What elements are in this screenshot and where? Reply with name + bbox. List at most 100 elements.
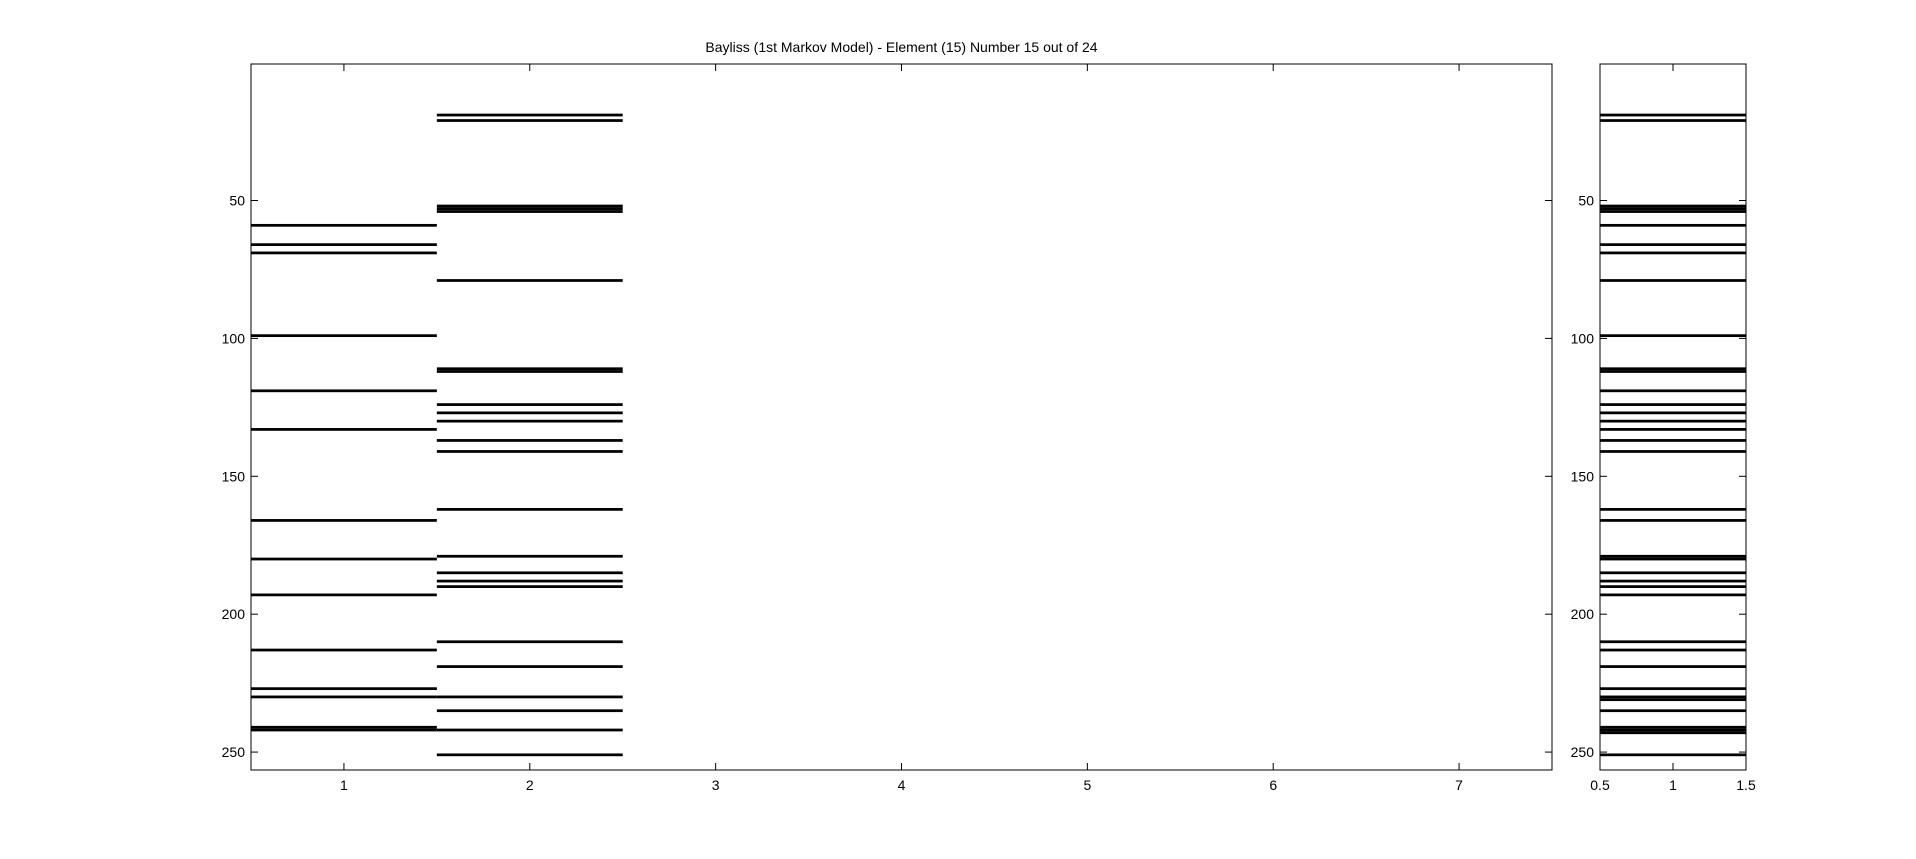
heatmap-cell-main-col2-row111 xyxy=(436,367,623,371)
heatmap-cell-main-col2-row210 xyxy=(436,640,623,644)
x-tick-label-main: 4 xyxy=(898,777,906,793)
heatmap-cell-main-col2-row141 xyxy=(436,450,623,453)
heatmap-cell-main-col1-row66 xyxy=(251,243,437,247)
heatmap-cell-main-col2-row179 xyxy=(436,554,623,558)
x-tick-label-main: 1 xyxy=(340,777,348,793)
heatmap-cell-summary-col1-row53 xyxy=(1600,207,1746,211)
y-tick-label-main: 150 xyxy=(222,468,246,484)
heatmap-cell-summary-col1-row133 xyxy=(1600,428,1746,431)
heatmap-cell-main-col1-row180 xyxy=(251,557,437,561)
heatmap-cell-summary-col1-row190 xyxy=(1600,585,1746,588)
heatmap-cell-main-col2-row21 xyxy=(436,119,623,122)
y-tick-label-summary: 150 xyxy=(1571,468,1595,484)
heatmap-cell-summary-col1-row141 xyxy=(1600,450,1746,453)
heatmap-cell-main-col2-row52 xyxy=(436,204,623,208)
heatmap-cell-main-col2-row242 xyxy=(436,728,623,732)
heatmap-cell-summary-col1-row179 xyxy=(1600,554,1746,558)
x-tick-label-summary: 1.5 xyxy=(1736,777,1756,793)
x-tick-label-main: 6 xyxy=(1269,777,1277,793)
heatmap-cell-summary-col1-row119 xyxy=(1600,389,1746,393)
heatmap-cell-main-col2-row162 xyxy=(436,508,623,511)
main-plot-panel: 1 2 3 4 5 6 7 50 100 150 200 250 xyxy=(222,63,1553,793)
heatmap-cell-summary-col1-row130 xyxy=(1600,419,1746,423)
heatmap-cell-summary-col1-row79 xyxy=(1600,279,1746,282)
heatmap-cell-main-col2-row54 xyxy=(436,210,623,213)
heatmap-cell-summary-col1-row124 xyxy=(1600,403,1746,406)
axes-frame-summary xyxy=(1599,63,1747,771)
heatmap-cell-summary-col1-row231 xyxy=(1600,698,1746,702)
heatmap-cell-main-col1-row227 xyxy=(251,687,437,691)
heatmap-cell-summary-col1-row52 xyxy=(1600,204,1746,208)
heatmap-cell-main-col2-row137 xyxy=(436,439,623,442)
x-tick-label-main: 7 xyxy=(1455,777,1463,793)
heatmap-cell-summary-col1-row19 xyxy=(1600,113,1746,117)
heatmap-cell-summary-col1-row251 xyxy=(1600,753,1746,757)
heatmap-cell-summary-col1-row137 xyxy=(1600,439,1746,442)
heatmap-cell-summary-col1-row127 xyxy=(1600,411,1746,415)
heatmap-cell-main-col2-row230 xyxy=(436,695,623,699)
heatmap-cell-summary-col1-row210 xyxy=(1600,640,1746,644)
y-tick-label-main: 100 xyxy=(222,330,246,346)
heatmap-cell-main-col2-row19 xyxy=(436,113,623,117)
chart-title: Bayliss (1st Markov Model) - Element (15… xyxy=(705,39,1097,55)
axes-frame-main xyxy=(250,63,1553,771)
heatmap-cell-summary-col1-row243 xyxy=(1600,731,1746,735)
heatmap-cell-summary-col1-row112 xyxy=(1600,370,1746,373)
x-tick-label-summary: 1 xyxy=(1669,777,1677,793)
heatmap-cell-summary-col1-row230 xyxy=(1600,695,1746,699)
heatmap-cell-summary-col1-row227 xyxy=(1600,687,1746,691)
heatmap-cell-summary-col1-row162 xyxy=(1600,508,1746,511)
x-tick-label-main: 3 xyxy=(712,777,720,793)
heatmap-cell-main-col1-row133 xyxy=(251,428,437,431)
y-tick-label-summary: 200 xyxy=(1571,606,1595,622)
heatmap-cell-main-col2-row127 xyxy=(436,411,623,415)
heatmap-cell-main-col1-row230 xyxy=(251,695,437,699)
heatmap-cell-main-col1-row193 xyxy=(251,593,437,597)
heatmap-cell-summary-col1-row99 xyxy=(1600,334,1746,338)
heatmap-cell-main-col2-row130 xyxy=(436,419,623,423)
heatmap-cell-summary-col1-row166 xyxy=(1600,519,1746,522)
x-tick-label-main: 2 xyxy=(526,777,534,793)
x-tick-label-summary: 0.5 xyxy=(1590,777,1610,793)
heatmap-cell-main-col1-row59 xyxy=(251,223,437,227)
heatmap-cell-summary-col1-row235 xyxy=(1600,709,1746,713)
heatmap-cell-summary-col1-row21 xyxy=(1600,119,1746,122)
heatmap-cell-main-col2-row235 xyxy=(436,709,623,713)
heatmap-cell-summary-col1-row185 xyxy=(1600,571,1746,575)
heatmap-cell-main-col1-row213 xyxy=(251,648,437,652)
heatmap-cell-main-col2-row251 xyxy=(436,753,623,757)
y-tick-label-main: 50 xyxy=(229,193,245,209)
y-tick-label-main: 200 xyxy=(222,606,246,622)
y-tick-label-summary: 50 xyxy=(1578,193,1594,209)
heatmap-cell-main-col1-row242 xyxy=(251,728,437,732)
heatmap-cell-summary-col1-row213 xyxy=(1600,648,1746,652)
y-tick-label-summary: 100 xyxy=(1571,330,1595,346)
heatmap-cell-main-col1-row99 xyxy=(251,334,437,338)
heatmap-cell-summary-col1-row193 xyxy=(1600,593,1746,597)
heatmap-cell-main-col2-row53 xyxy=(436,207,623,211)
heatmap-cell-main-col1-row241 xyxy=(251,725,437,729)
heatmap-cell-main-col2-row219 xyxy=(436,665,623,668)
heatmap-cell-summary-col1-row241 xyxy=(1600,725,1746,729)
y-tick-label-main: 250 xyxy=(222,744,246,760)
heatmap-cell-summary-col1-row180 xyxy=(1600,557,1746,561)
heatmap-cell-main-col1-row166 xyxy=(251,519,437,522)
heatmap-cell-summary-col1-row69 xyxy=(1600,251,1746,255)
heatmap-cell-summary-col1-row59 xyxy=(1600,223,1746,227)
heatmap-cell-summary-col1-row66 xyxy=(1600,243,1746,247)
heatmap-cell-main-col2-row112 xyxy=(436,370,623,373)
heatmap-cell-summary-col1-row242 xyxy=(1600,728,1746,732)
heatmap-cell-main-col2-row124 xyxy=(436,403,623,406)
heatmap-cell-main-col2-row188 xyxy=(436,579,623,583)
heatmap-cell-main-col1-row119 xyxy=(251,389,437,393)
y-tick-label-summary: 250 xyxy=(1571,744,1595,760)
heatmap-cell-main-col1-row69 xyxy=(251,251,437,255)
heatmap-cell-main-col2-row79 xyxy=(436,279,623,282)
heatmap-cell-summary-col1-row54 xyxy=(1600,210,1746,213)
x-tick-label-main: 5 xyxy=(1083,777,1091,793)
heatmap-cell-summary-col1-row219 xyxy=(1600,665,1746,668)
heatmap-cell-main-col2-row185 xyxy=(436,571,623,575)
heatmap-cell-summary-col1-row111 xyxy=(1600,367,1746,371)
heatmap-cell-summary-col1-row188 xyxy=(1600,579,1746,583)
